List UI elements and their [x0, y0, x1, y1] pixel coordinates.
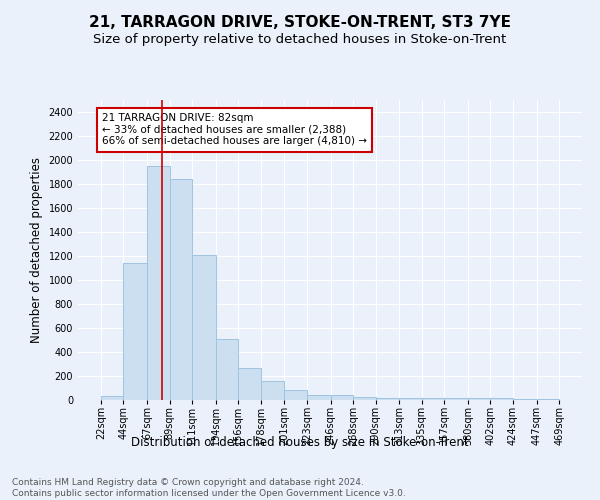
Text: Size of property relative to detached houses in Stoke-on-Trent: Size of property relative to detached ho… [94, 32, 506, 46]
Bar [147, 166, 170, 400]
Text: Distribution of detached houses by size in Stoke-on-Trent: Distribution of detached houses by size … [131, 436, 469, 449]
Y-axis label: Number of detached properties: Number of detached properties [30, 157, 43, 343]
Bar [170, 179, 192, 400]
Bar [444, 398, 468, 400]
Text: Contains HM Land Registry data © Crown copyright and database right 2024.
Contai: Contains HM Land Registry data © Crown c… [12, 478, 406, 498]
Bar [261, 382, 284, 400]
Bar [284, 390, 307, 400]
Bar [192, 255, 216, 400]
Bar [101, 396, 124, 400]
Bar [468, 398, 490, 400]
Bar [216, 339, 238, 400]
Text: 21 TARRAGON DRIVE: 82sqm
← 33% of detached houses are smaller (2,388)
66% of sem: 21 TARRAGON DRIVE: 82sqm ← 33% of detach… [102, 113, 367, 146]
Bar [238, 368, 261, 400]
Bar [353, 397, 376, 400]
Bar [399, 398, 422, 400]
Bar [124, 263, 147, 400]
Bar [490, 398, 513, 400]
Bar [307, 394, 331, 400]
Bar [376, 398, 399, 400]
Bar [422, 398, 444, 400]
Bar [331, 395, 353, 400]
Text: 21, TARRAGON DRIVE, STOKE-ON-TRENT, ST3 7YE: 21, TARRAGON DRIVE, STOKE-ON-TRENT, ST3 … [89, 15, 511, 30]
